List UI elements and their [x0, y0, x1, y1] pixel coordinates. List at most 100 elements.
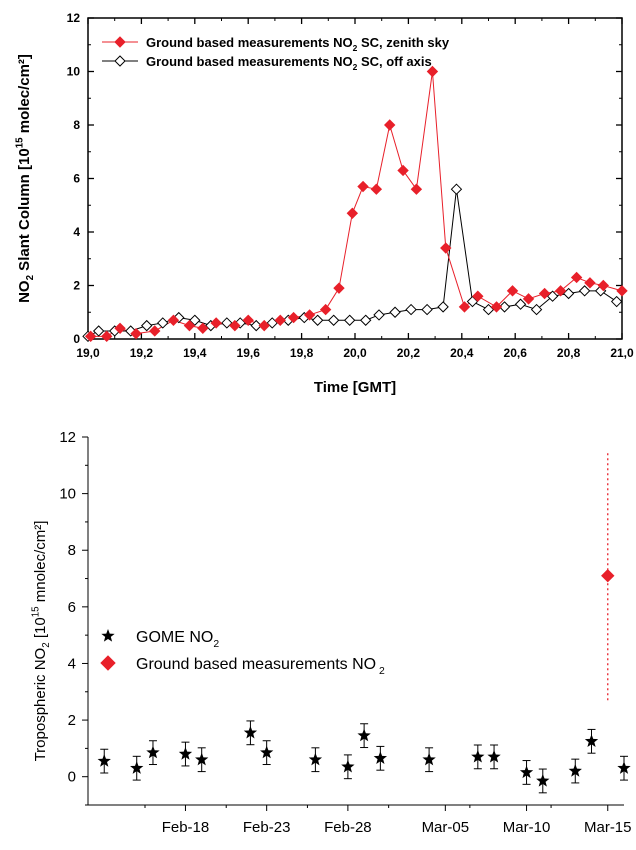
gome-point — [195, 752, 209, 766]
offaxis-point — [530, 303, 543, 316]
offaxis-point — [498, 301, 511, 313]
y2-tick-label: 4 — [68, 655, 76, 672]
zenith-point — [426, 65, 439, 78]
y2-axis-title-group: Tropospheric NO2 [1015 mnolec/cm²] — [31, 521, 52, 762]
gome-point — [243, 725, 258, 739]
legend-zenith-label: Ground based measurements NO2 SC, zenith… — [146, 35, 450, 53]
zenith-point — [149, 325, 161, 337]
x-tick-label: 19,4 — [183, 346, 207, 360]
zenith-point — [167, 314, 180, 326]
offaxis-point — [389, 306, 401, 318]
gome-point — [341, 759, 355, 773]
x2-tick-label: Feb-28 — [324, 819, 372, 836]
x-tick-label: 19,6 — [237, 346, 261, 360]
gome-point — [178, 747, 193, 760]
zenith-point — [506, 285, 519, 297]
y2-axis-title: Tropospheric NO2 [1015 mnolec/cm²] — [31, 521, 52, 762]
zenith-point — [370, 183, 383, 195]
offaxis-point — [157, 317, 169, 329]
offaxis-point — [250, 319, 262, 332]
offaxis-point — [578, 285, 591, 297]
offaxis-point — [405, 303, 417, 316]
y-tick-label: 12 — [67, 11, 81, 25]
legend-gome-label: GOME NO2 — [136, 629, 219, 650]
x-tick-label: 20,4 — [450, 346, 474, 360]
y2-tick-label: 6 — [68, 599, 76, 616]
x2-tick-label: Mar-10 — [503, 819, 551, 836]
zenith-point — [303, 309, 316, 321]
zenith-point — [242, 314, 254, 326]
y-tick-label: 8 — [73, 118, 80, 132]
offaxis-point — [92, 325, 105, 337]
gome-point — [260, 745, 274, 759]
x2-tick-label: Mar-15 — [584, 819, 632, 836]
zenith-point — [554, 285, 567, 297]
y-axis-title: NO2 Slant Column [1015 molec/cm²] — [15, 54, 36, 303]
zenith-point — [458, 301, 471, 313]
y-tick-label: 10 — [67, 65, 81, 79]
x2-tick-label: Feb-23 — [243, 819, 291, 836]
x-tick-label: 20,8 — [557, 346, 581, 360]
offaxis-point — [610, 295, 623, 308]
zenith-point — [522, 293, 535, 305]
y2-tick-label: 8 — [68, 542, 76, 559]
zenith-point — [258, 319, 270, 332]
offaxis-point — [437, 301, 449, 313]
legend-ground-label: Ground based measurements NO 2 — [136, 656, 385, 677]
y2-tick-label: 0 — [68, 769, 76, 786]
gome-point — [617, 761, 631, 774]
zenith-point — [346, 207, 359, 219]
zenith-point — [183, 319, 196, 332]
zenith-point — [287, 311, 300, 324]
x-axis-title: Time [GMT] — [314, 379, 396, 396]
legend-gome-marker — [101, 629, 115, 642]
x-tick-label: 19,2 — [130, 346, 154, 360]
ground-point — [601, 569, 615, 583]
zenith-point — [229, 319, 241, 332]
x2-tick-label: Mar-05 — [422, 819, 470, 836]
zenith-point — [616, 285, 628, 297]
zenith-point — [538, 287, 551, 300]
offaxis-point — [514, 298, 527, 310]
zenith-point — [274, 314, 286, 326]
y-tick-label: 4 — [73, 225, 80, 239]
zenith-point — [584, 277, 596, 289]
legend-offaxis-label: Ground based measurements NO2 SC, off ax… — [146, 54, 432, 72]
x2-tick-label: Feb-18 — [162, 819, 210, 836]
legend-ground-marker — [100, 655, 116, 671]
offaxis-point — [359, 314, 372, 326]
legend-offaxis-marker — [114, 55, 126, 67]
zenith-point — [357, 180, 369, 193]
gome-point — [519, 765, 534, 779]
gome-point — [422, 752, 436, 766]
gome-point — [97, 754, 111, 767]
gome-point — [471, 749, 485, 763]
zenith-point — [410, 183, 423, 195]
zenith-point — [472, 290, 484, 302]
zenith-point — [319, 303, 332, 316]
zenith-point — [384, 119, 396, 131]
zenith-point — [397, 164, 409, 177]
offaxis-point — [343, 314, 356, 326]
gome-point — [536, 773, 550, 787]
gome-point — [308, 752, 323, 766]
zenith-point — [333, 282, 345, 294]
offaxis-point — [311, 314, 324, 326]
gome-point — [357, 728, 371, 742]
offaxis-point — [421, 303, 433, 316]
x-tick-label: 19,8 — [290, 346, 314, 360]
y-tick-label: 2 — [73, 279, 80, 293]
gome-point — [487, 749, 501, 763]
y2-tick-label: 12 — [59, 429, 76, 446]
y-axis-title-group: NO2 Slant Column [1015 molec/cm²] — [15, 54, 36, 303]
zenith-point — [210, 317, 222, 329]
gome-point — [568, 764, 582, 777]
offaxis-point — [450, 183, 463, 195]
zenith-point — [490, 301, 503, 313]
gome-point — [146, 745, 160, 759]
zenith-point — [570, 271, 583, 284]
offaxis-point — [373, 309, 385, 321]
x-tick-label: 21,0 — [610, 346, 634, 360]
zenith-point — [84, 330, 97, 343]
